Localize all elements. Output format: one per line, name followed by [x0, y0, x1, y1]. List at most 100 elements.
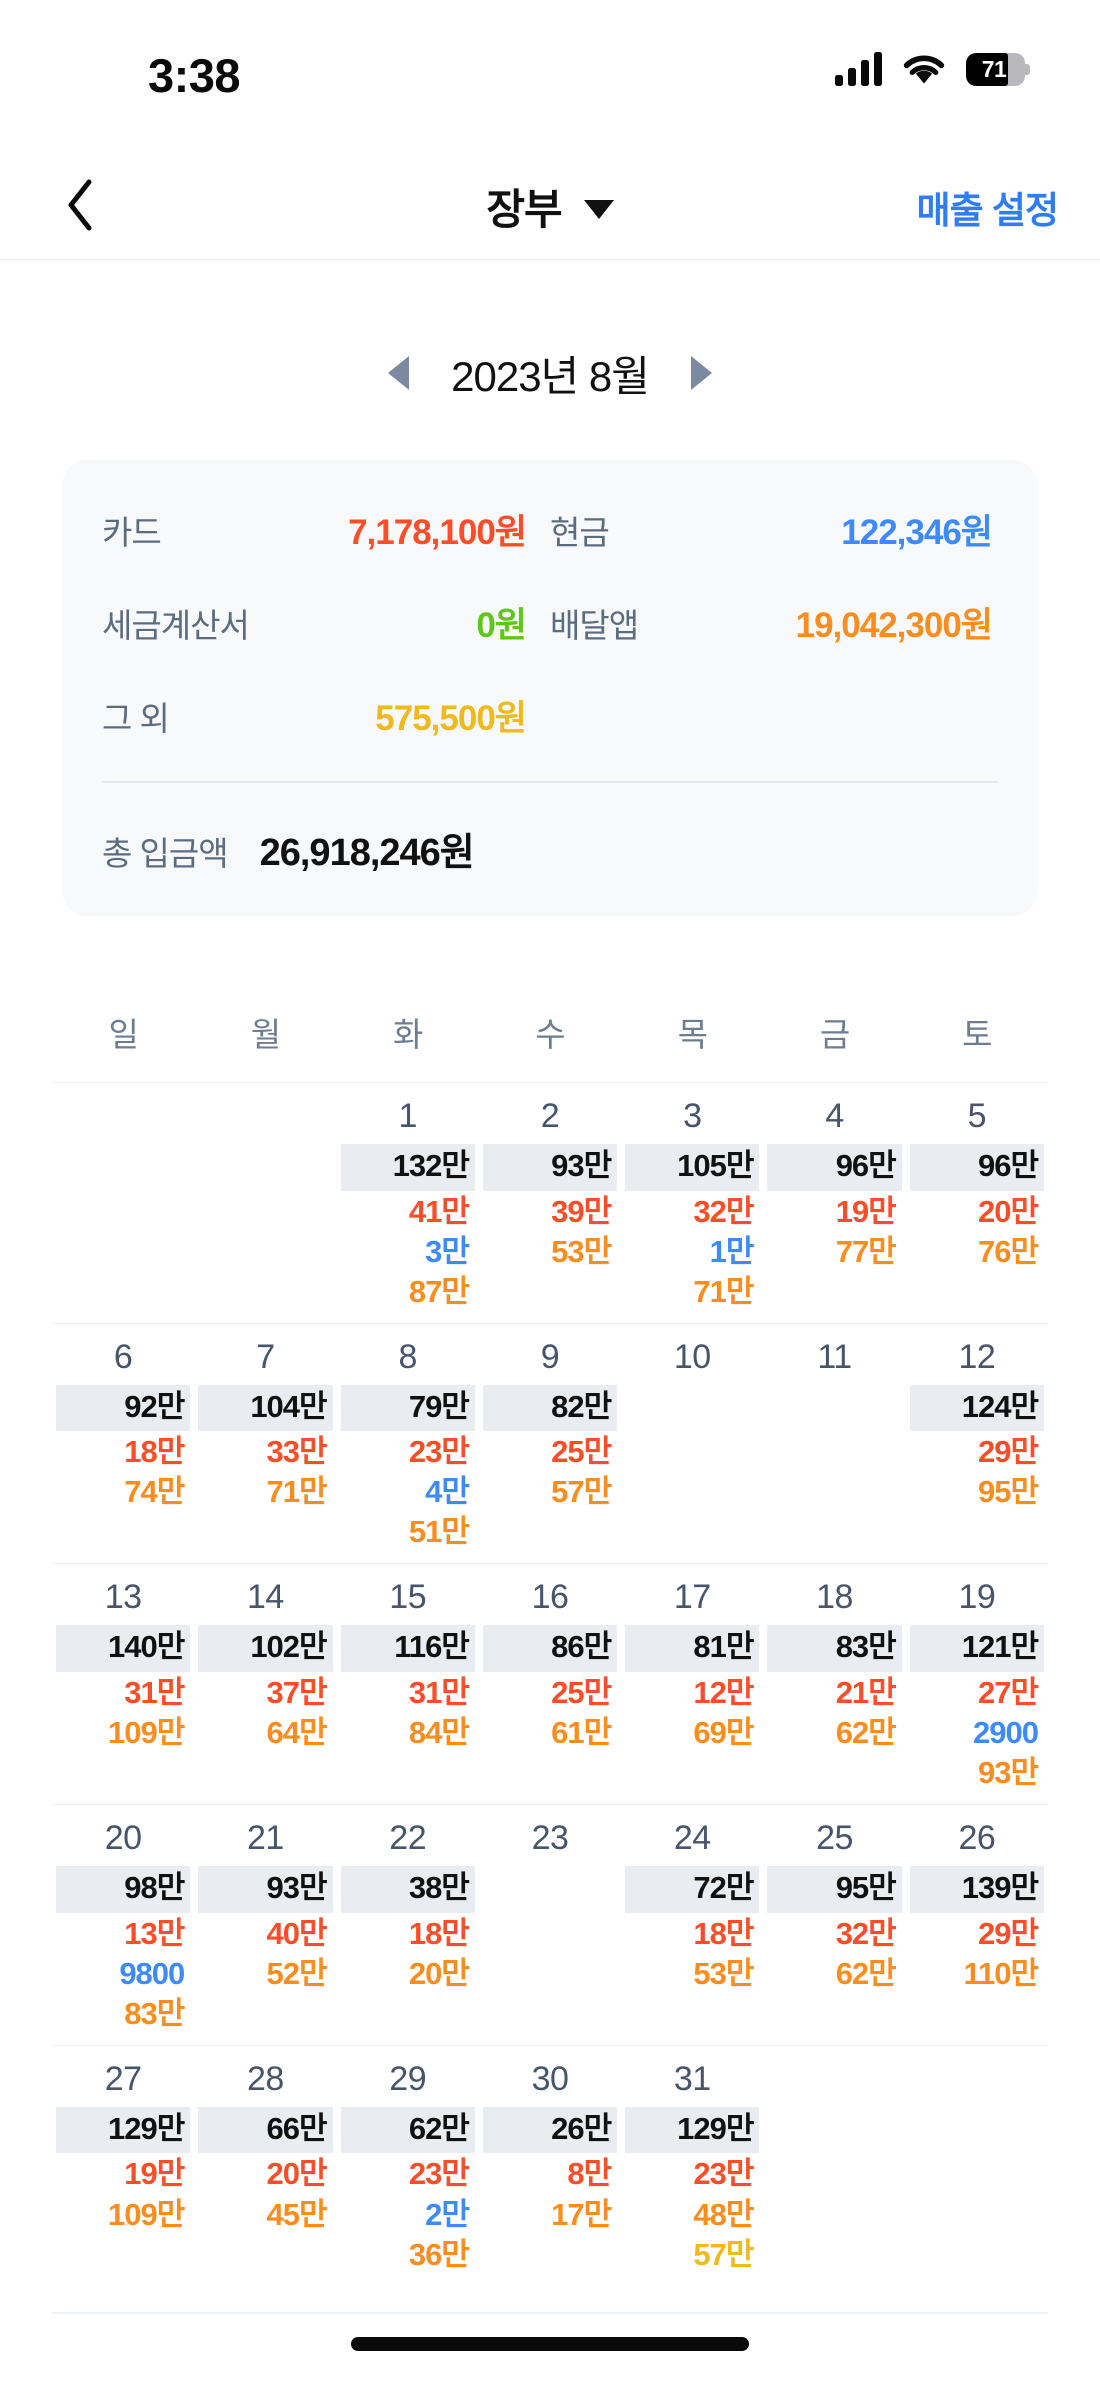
calendar-day-cell[interactable]: 25 95만 32만 62만 [763, 1819, 905, 2033]
calendar-day-amount: 27만 [977, 1675, 1039, 1711]
calendar-day-amount: 3만 [425, 1233, 470, 1269]
calendar-day-cell[interactable]: 18 83만 21만 62만 [763, 1578, 905, 1792]
sales-settings-button[interactable]: 매출 설정 [916, 190, 1059, 231]
calendar-day-cell[interactable]: 12 124만 29만 95만 [906, 1338, 1048, 1552]
calendar-day-number: 6 [113, 1337, 133, 1376]
calendar-day-amount: 4만 [425, 1474, 470, 1510]
calendar-day-amount: 19만 [124, 2156, 185, 2192]
calendar-week-row: 20 98만 13만 9800 83만 21 93만 40만 52만 22 38만 18만 20만 23 2… [52, 1804, 1048, 2045]
prev-month-button[interactable] [388, 356, 410, 390]
calendar-day-number: 1 [398, 1097, 417, 1135]
calendar-day-number: 18 [816, 1578, 853, 1617]
calendar-day-number: 2 [540, 1097, 560, 1135]
calendar-day-amount: 31만 [124, 1675, 185, 1711]
calendar-day-cell[interactable]: 21 93만 40만 52만 [194, 1819, 336, 2033]
calendar-day-amount: 32만 [835, 1915, 897, 1951]
summary-label: 세금계산서 [102, 607, 250, 644]
calendar-day-cell[interactable]: 23 [479, 1819, 621, 2033]
calendar-day-cell[interactable]: 16 86만 25만 61만 [479, 1578, 621, 1792]
calendar-day-cell[interactable]: 31 129만 23만 48만 57만 [621, 2060, 763, 2274]
calendar-day-total: 66만 [198, 2106, 333, 2154]
calendar-day-amount: 87만 [408, 1273, 470, 1309]
weekday-sun: 일 [108, 1016, 138, 1053]
calendar-day-cell[interactable]: 6 92만 18만 74만 [52, 1338, 194, 1552]
calendar-day-cell[interactable]: 5 96만 20만 76만 [906, 1097, 1048, 1311]
calendar-day-cell[interactable]: 1 132만 41만 3만 87만 [337, 1097, 479, 1311]
month-selector: 2023년 8월 [0, 338, 1100, 408]
chevron-down-icon [583, 199, 614, 219]
calendar-day-number: 22 [389, 1819, 427, 1858]
calendar-day-total: 93만 [198, 1866, 333, 1913]
calendar-week-row: 27 129만 19만 109만 28 66만 20만 45만 29 62만 23만 2만 36만 30 2… [52, 2044, 1048, 2286]
calendar-day-amount: 51만 [408, 1514, 470, 1550]
calendar-day-amount: 53만 [551, 1233, 612, 1269]
weekday-tue: 화 [393, 1016, 423, 1053]
calendar-day-cell[interactable]: 28 66만 20만 45만 [194, 2060, 336, 2274]
calendar-day-total: 104만 [198, 1384, 333, 1432]
calendar-day-amount: 9800 [119, 1955, 185, 1991]
summary-item-cash: 현금 122,346원 [550, 504, 998, 555]
calendar-day-cell[interactable]: 10 [621, 1338, 763, 1552]
calendar-day-number: 30 [531, 2059, 569, 2098]
calendar-day-total: 95만 [767, 1866, 902, 1913]
calendar-day-cell[interactable]: 30 26만 8만 17만 [479, 2060, 621, 2274]
calendar-day-cell[interactable]: 2 93만 39만 53만 [479, 1097, 621, 1311]
calendar-day-cell[interactable]: 17 81만 12만 69만 [621, 1578, 763, 1792]
calendar-day-amount: 74만 [124, 1474, 185, 1510]
summary-value: 122,346원 [841, 513, 993, 552]
calendar-day-cell[interactable]: 11 [763, 1338, 905, 1552]
calendar-day-cell[interactable]: 15 116만 31만 84만 [337, 1578, 479, 1792]
calendar-day-amount: 95만 [977, 1474, 1039, 1510]
calendar-day-number: 9 [540, 1337, 560, 1376]
summary-label: 현금 [550, 514, 610, 551]
next-month-button[interactable] [690, 356, 712, 390]
calendar-day-amount: 29만 [977, 1915, 1039, 1951]
calendar-day-number: 16 [531, 1578, 569, 1617]
calendar-day-cell[interactable]: 14 102만 37만 64만 [194, 1578, 336, 1792]
calendar-day-cell[interactable]: 27 129만 19만 109만 [52, 2060, 194, 2274]
calendar-day-amount: 110만 [963, 1955, 1039, 1991]
weekday-sat: 토 [962, 1016, 992, 1053]
calendar-day-amount: 20만 [977, 1193, 1039, 1229]
wifi-icon [903, 55, 945, 84]
calendar-day-amount: 53만 [693, 1955, 754, 1991]
total-deposit-row: 총 입금액 26,918,246원 [102, 821, 998, 876]
calendar-day-total: 139만 [909, 1866, 1044, 1913]
calendar-week-row: 6 92만 18만 74만 7 104만 33만 71만 8 79만 23만 4만 51만 9 82만 25만… [52, 1322, 1048, 1564]
calendar-day-amount: 48만 [693, 2196, 754, 2232]
calendar-day-amount: 20만 [266, 2156, 328, 2192]
status-bar-time: 3:38 [148, 49, 241, 102]
calendar-empty-cell [194, 1097, 336, 1311]
calendar-day-cell[interactable]: 29 62만 23만 2만 36만 [337, 2060, 479, 2274]
calendar-day-cell[interactable]: 13 140만 31만 109만 [52, 1578, 194, 1792]
back-button[interactable] [52, 172, 108, 238]
calendar-day-amount: 32만 [693, 1193, 754, 1229]
calendar-day-cell[interactable]: 19 121만 27만 2900 93만 [906, 1578, 1048, 1792]
calendar-day-cell[interactable]: 22 38만 18만 20만 [337, 1819, 479, 2033]
calendar-day-amount: 45만 [266, 2196, 328, 2232]
calendar-day-cell[interactable]: 20 98만 13만 9800 83만 [52, 1819, 194, 2033]
calendar-day-amount: 57만 [551, 1474, 612, 1510]
calendar-day-amount: 23만 [408, 2156, 470, 2192]
calendar-day-number: 7 [256, 1337, 275, 1376]
calendar-day-cell[interactable]: 3 105만 32만 1만 71만 [621, 1097, 763, 1311]
calendar-day-amount: 33만 [266, 1434, 328, 1470]
calendar-day-total: 92만 [56, 1384, 191, 1432]
navigation-bar: 장부 매출 설정 [0, 150, 1100, 260]
calendar-day-cell[interactable]: 26 139만 29만 110만 [906, 1819, 1048, 2033]
calendar-day-cell[interactable]: 8 79만 23만 4만 51만 [337, 1338, 479, 1552]
calendar-day-amount: 69만 [693, 1715, 754, 1751]
calendar-day-cell[interactable]: 24 72만 18만 53만 [621, 1819, 763, 2033]
calendar-day-amount: 1만 [709, 1233, 755, 1269]
calendar-day-amount: 52만 [266, 1955, 328, 1991]
calendar-day-total: 38만 [340, 1866, 475, 1913]
card-divider [102, 781, 998, 783]
calendar-day-cell[interactable]: 7 104만 33만 71만 [194, 1338, 336, 1552]
calendar-day-amount: 61만 [551, 1715, 612, 1751]
home-indicator[interactable] [351, 2337, 749, 2351]
ledger-title-dropdown[interactable]: 장부 [0, 176, 1100, 237]
calendar-day-cell[interactable]: 4 96만 19만 77만 [763, 1097, 905, 1311]
battery-level-label: 71 [981, 55, 1007, 82]
calendar-day-number: 11 [817, 1337, 852, 1376]
calendar-day-cell[interactable]: 9 82만 25만 57만 [479, 1338, 621, 1552]
